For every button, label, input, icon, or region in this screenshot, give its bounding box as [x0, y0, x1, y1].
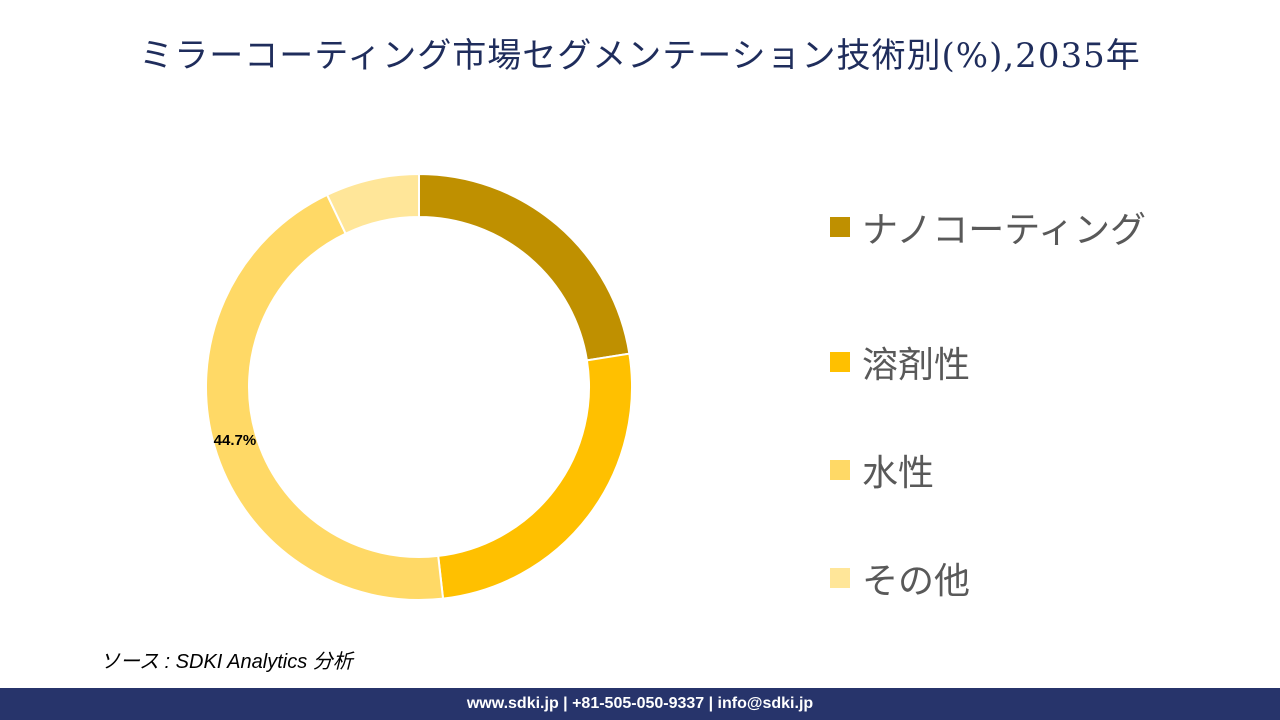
source-note: ソース : SDKI Analytics 分析	[100, 651, 353, 673]
legend-item-3: 水性	[830, 416, 1250, 524]
data-label-3: 44.7%	[214, 432, 257, 449]
legend-label: 溶剤性	[862, 345, 971, 386]
legend-swatch	[830, 568, 850, 588]
legend-swatch	[830, 460, 850, 480]
chart-title: ミラーコーティング市場セグメンテーション技術別(%),2035年	[139, 36, 1141, 76]
donut-slice-4	[325, 172, 420, 235]
legend-item-1: ナノコーティング	[830, 200, 1250, 254]
legend-swatch	[830, 352, 850, 372]
legend-label: ナノコーティング	[862, 210, 1147, 251]
legend-label: 水性	[862, 453, 935, 494]
footer-contact-bar: www.sdki.jp | +81-505-050-9337 | info@sd…	[0, 688, 1280, 720]
legend-swatch	[830, 217, 850, 237]
donut-slice-3	[205, 193, 445, 601]
donut-slice-1	[418, 172, 631, 362]
legend-item-2: 溶剤性	[830, 308, 1250, 416]
donut-chart: 44.7%	[205, 172, 633, 601]
legend-label: その他	[862, 561, 971, 602]
chart-legend: ナノコーティング 溶剤性水性その他	[830, 200, 1250, 632]
donut-slice-2	[437, 352, 633, 600]
legend-item-4: その他	[830, 524, 1250, 632]
